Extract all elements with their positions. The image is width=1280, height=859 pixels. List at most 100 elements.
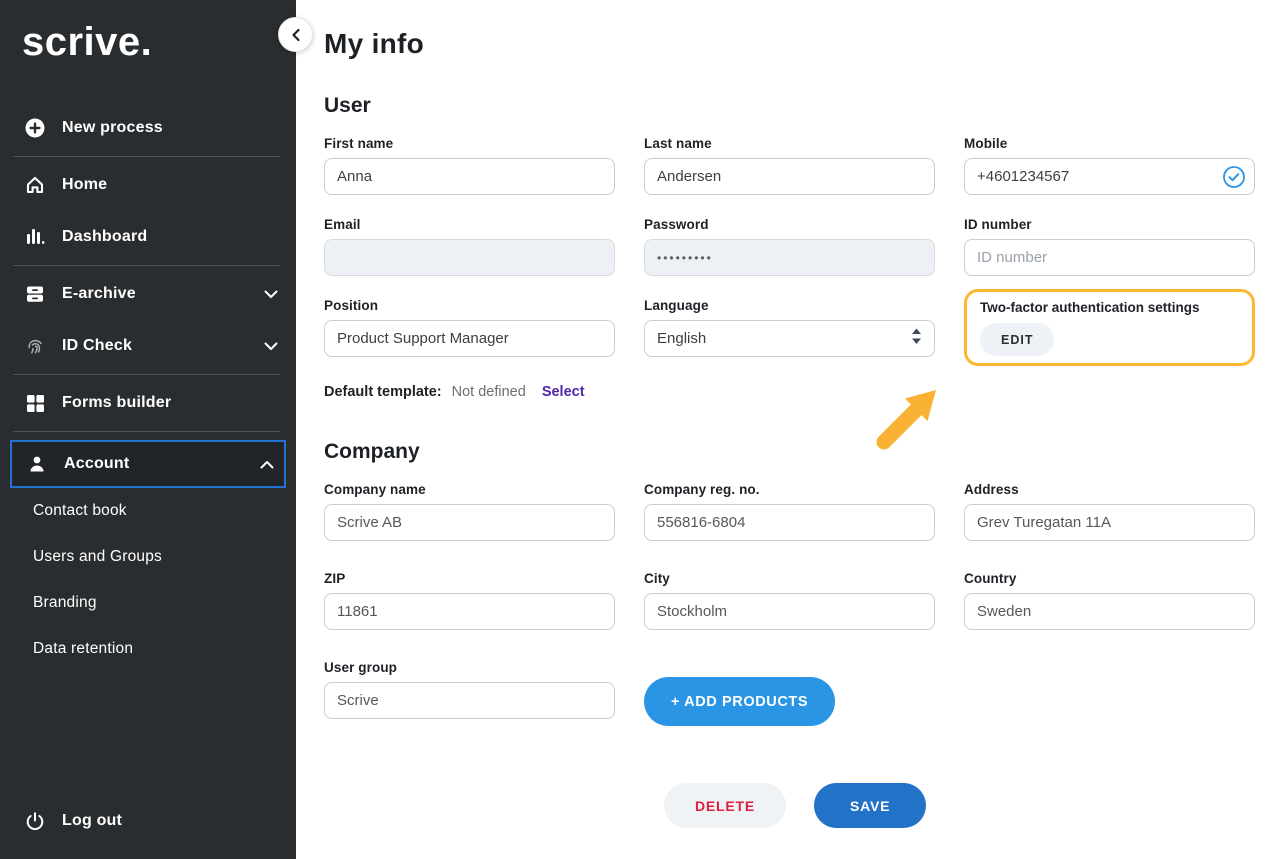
position-field: Position: [324, 298, 615, 366]
position-input[interactable]: [324, 320, 615, 357]
first-name-input[interactable]: [324, 158, 615, 195]
first-name-field: First name: [324, 136, 615, 195]
sidebar-item-dashboard[interactable]: Dashboard: [0, 211, 296, 263]
sidebar-item-new-process[interactable]: New process: [0, 102, 296, 154]
city-field: City: [644, 571, 935, 630]
user-section-title: User: [324, 94, 371, 117]
page-title: My info: [324, 28, 425, 59]
country-label: Country: [964, 571, 1017, 586]
sidebar-item-contact-book[interactable]: Contact book: [0, 488, 296, 534]
sidebar-divider: [13, 431, 280, 432]
sidebar-item-data-retention[interactable]: Data retention: [0, 626, 296, 672]
first-name-label: First name: [324, 136, 394, 151]
logout-label: Log out: [62, 812, 123, 829]
nav-label: E-archive: [62, 285, 136, 302]
zip-input[interactable]: [324, 593, 615, 630]
id-number-field: ID number: [964, 217, 1255, 276]
sidebar-item-forms-builder[interactable]: Forms builder: [0, 377, 296, 429]
subnav-label: Data retention: [33, 640, 134, 657]
sidebar-item-home[interactable]: Home: [0, 159, 296, 211]
default-template-row: Default template: Not defined Select: [324, 384, 1280, 400]
sidebar-divider: [13, 265, 280, 266]
delete-button[interactable]: DELETE: [664, 783, 787, 828]
country-input[interactable]: [964, 593, 1255, 630]
last-name-input[interactable]: [644, 158, 935, 195]
company-reg-no-input[interactable]: [644, 504, 935, 541]
add-products-cell: + ADD PRODUCTS: [644, 660, 935, 726]
email-label: Email: [324, 217, 361, 232]
two-factor-edit-button[interactable]: EDIT: [980, 323, 1055, 356]
person-icon: [26, 453, 48, 475]
nav-label: Dashboard: [62, 228, 148, 245]
user-group-field: User group: [324, 660, 615, 719]
nav-label: Forms builder: [62, 394, 172, 411]
sort-arrows-icon: [911, 328, 922, 349]
last-name-label: Last name: [644, 136, 712, 151]
two-factor-highlight-box: Two-factor authentication settings EDIT: [964, 289, 1255, 366]
sidebar-collapse-button[interactable]: [278, 17, 313, 52]
save-button[interactable]: SAVE: [814, 783, 927, 828]
address-label: Address: [964, 482, 1019, 497]
company-section-title: Company: [324, 440, 420, 463]
email-field: Email: [324, 217, 615, 276]
id-number-label: ID number: [964, 217, 1032, 232]
sidebar-item-account[interactable]: Account: [10, 440, 286, 488]
password-field: Password: [644, 217, 935, 276]
sidebar-divider: [13, 156, 280, 157]
subnav-label: Users and Groups: [33, 548, 162, 565]
sidebar-item-branding[interactable]: Branding: [0, 580, 296, 626]
nav-label: New process: [62, 119, 163, 136]
company-name-input[interactable]: [324, 504, 615, 541]
two-factor-label: Two-factor authentication settings: [980, 300, 1200, 315]
check-circle-icon: [1222, 165, 1246, 189]
sidebar-item-id-check[interactable]: ID Check: [0, 320, 296, 372]
email-input: [324, 239, 615, 276]
add-products-button[interactable]: + ADD PRODUCTS: [644, 677, 836, 726]
zip-label: ZIP: [324, 571, 346, 586]
default-template-value: Not defined: [451, 384, 526, 400]
home-icon: [24, 174, 46, 196]
address-input[interactable]: [964, 504, 1255, 541]
company-reg-no-label: Company reg. no.: [644, 482, 760, 497]
company-reg-no-field: Company reg. no.: [644, 482, 935, 541]
power-icon: [24, 810, 46, 832]
chevron-left-icon: [291, 28, 300, 41]
language-label: Language: [644, 298, 709, 313]
language-selected-value: English: [657, 330, 707, 347]
grid-icon: [24, 392, 46, 414]
country-field: Country: [964, 571, 1255, 630]
footer-actions: DELETE SAVE: [664, 783, 1280, 828]
user-group-label: User group: [324, 660, 398, 675]
city-input[interactable]: [644, 593, 935, 630]
city-label: City: [644, 571, 670, 586]
chevron-down-icon: [264, 290, 278, 299]
zip-field: ZIP: [324, 571, 615, 630]
position-label: Position: [324, 298, 379, 313]
user-group-input[interactable]: [324, 682, 615, 719]
mobile-label: Mobile: [964, 136, 1008, 151]
sidebar: scrive. New process Home Dashboard: [0, 0, 296, 859]
sidebar-item-e-archive[interactable]: E-archive: [0, 268, 296, 320]
default-template-label: Default template:: [324, 384, 442, 400]
default-template-select-link[interactable]: Select: [541, 384, 585, 400]
id-number-input[interactable]: [964, 239, 1255, 276]
address-field: Address: [964, 482, 1255, 541]
company-name-label: Company name: [324, 482, 426, 497]
chevron-down-icon: [264, 342, 278, 351]
language-select[interactable]: English: [644, 320, 935, 357]
user-form: First name Last name Mobile Email Passwo…: [324, 136, 1280, 366]
last-name-field: Last name: [644, 136, 935, 195]
nav-label: Home: [62, 176, 108, 193]
logout-button[interactable]: Log out: [0, 795, 296, 847]
chevron-up-icon: [260, 460, 274, 469]
sidebar-item-users-and-groups[interactable]: Users and Groups: [0, 534, 296, 580]
password-label: Password: [644, 217, 709, 232]
nav-label: ID Check: [62, 337, 133, 354]
app-logo: scrive.: [22, 20, 153, 64]
plus-circle-icon: [24, 117, 46, 139]
subnav-label: Contact book: [33, 502, 127, 519]
company-form: Company name Company reg. no. Address ZI…: [324, 482, 1280, 726]
company-name-field: Company name: [324, 482, 615, 541]
nav-label: Account: [64, 455, 130, 472]
mobile-input[interactable]: [964, 158, 1255, 195]
